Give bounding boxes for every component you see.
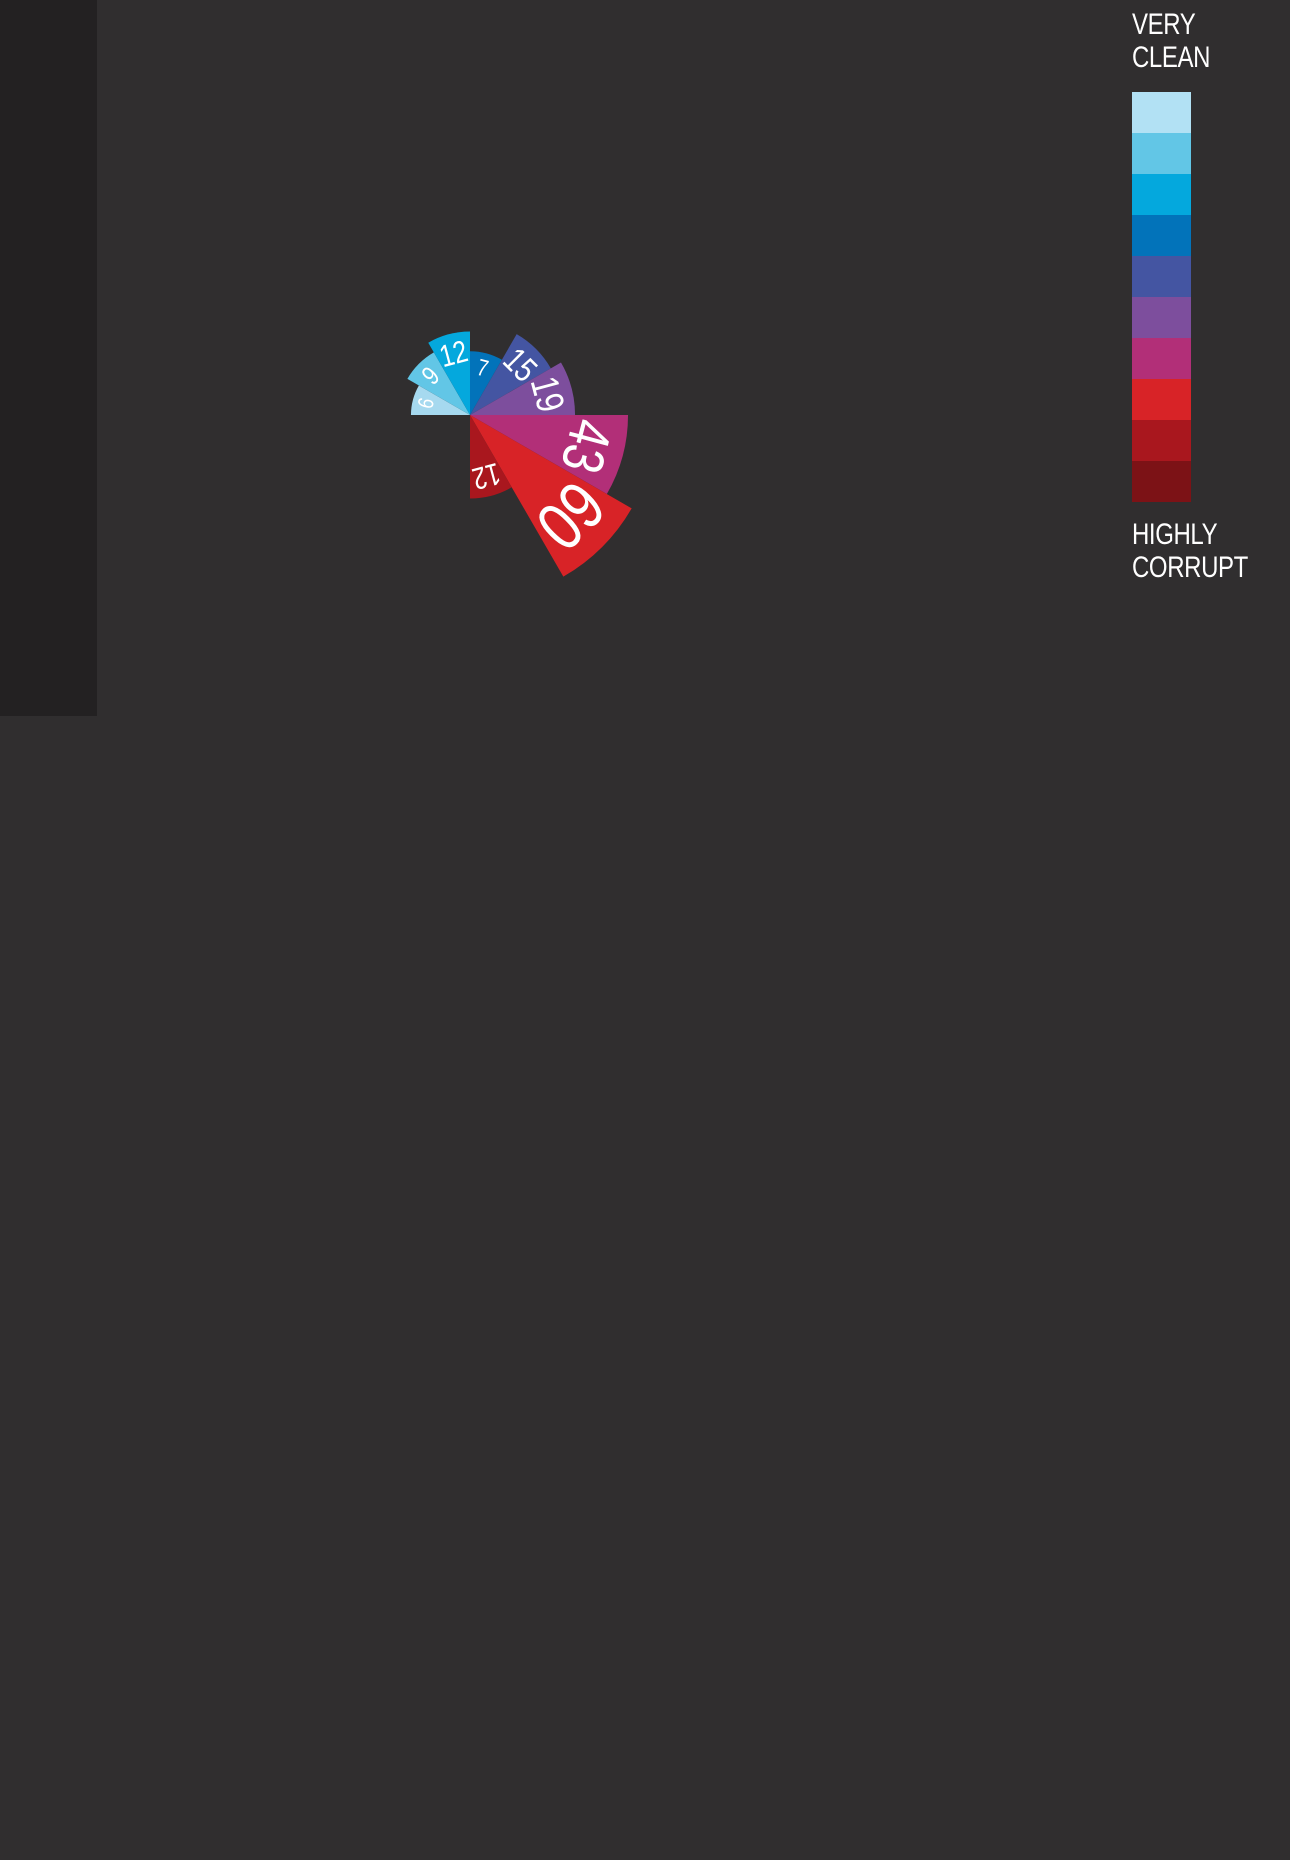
wedge-2 [407, 352, 470, 415]
wedge-4 [470, 351, 502, 415]
wedge-7 [470, 415, 629, 495]
legend-clean-label: CLEAN [1132, 41, 1211, 74]
legend-swatch-7 [1132, 338, 1191, 379]
legend-swatch-1 [1132, 92, 1191, 133]
wedge-6 [470, 362, 576, 415]
legend-swatch-5 [1132, 256, 1191, 297]
legend: VERY CLEAN HIGHLY CORRUPT [1132, 8, 1282, 584]
legend-swatch-9 [1132, 420, 1191, 461]
legend-swatch-8 [1132, 379, 1191, 420]
wedge-9 [470, 415, 512, 499]
legend-swatch-3 [1132, 174, 1191, 215]
wedge-5 [470, 334, 551, 415]
legend-color-scale [1132, 92, 1191, 502]
legend-top-label: VERY CLEAN [1132, 8, 1282, 82]
legend-corrupt-label: CORRUPT [1132, 551, 1248, 584]
legend-swatch-10 [1132, 461, 1191, 502]
legend-swatch-4 [1132, 215, 1191, 256]
wedge-3 [428, 331, 470, 415]
legend-highly-label: HIGHLY [1132, 518, 1218, 551]
legend-very-label: VERY [1132, 8, 1196, 41]
chart-wedges [407, 331, 632, 577]
legend-bottom-label: HIGHLY CORRUPT [1132, 518, 1277, 584]
legend-swatch-6 [1132, 297, 1191, 338]
legend-swatch-2 [1132, 133, 1191, 174]
side-panel [0, 0, 97, 716]
wedge-1 [410, 385, 470, 415]
wedge-8 [470, 415, 632, 577]
